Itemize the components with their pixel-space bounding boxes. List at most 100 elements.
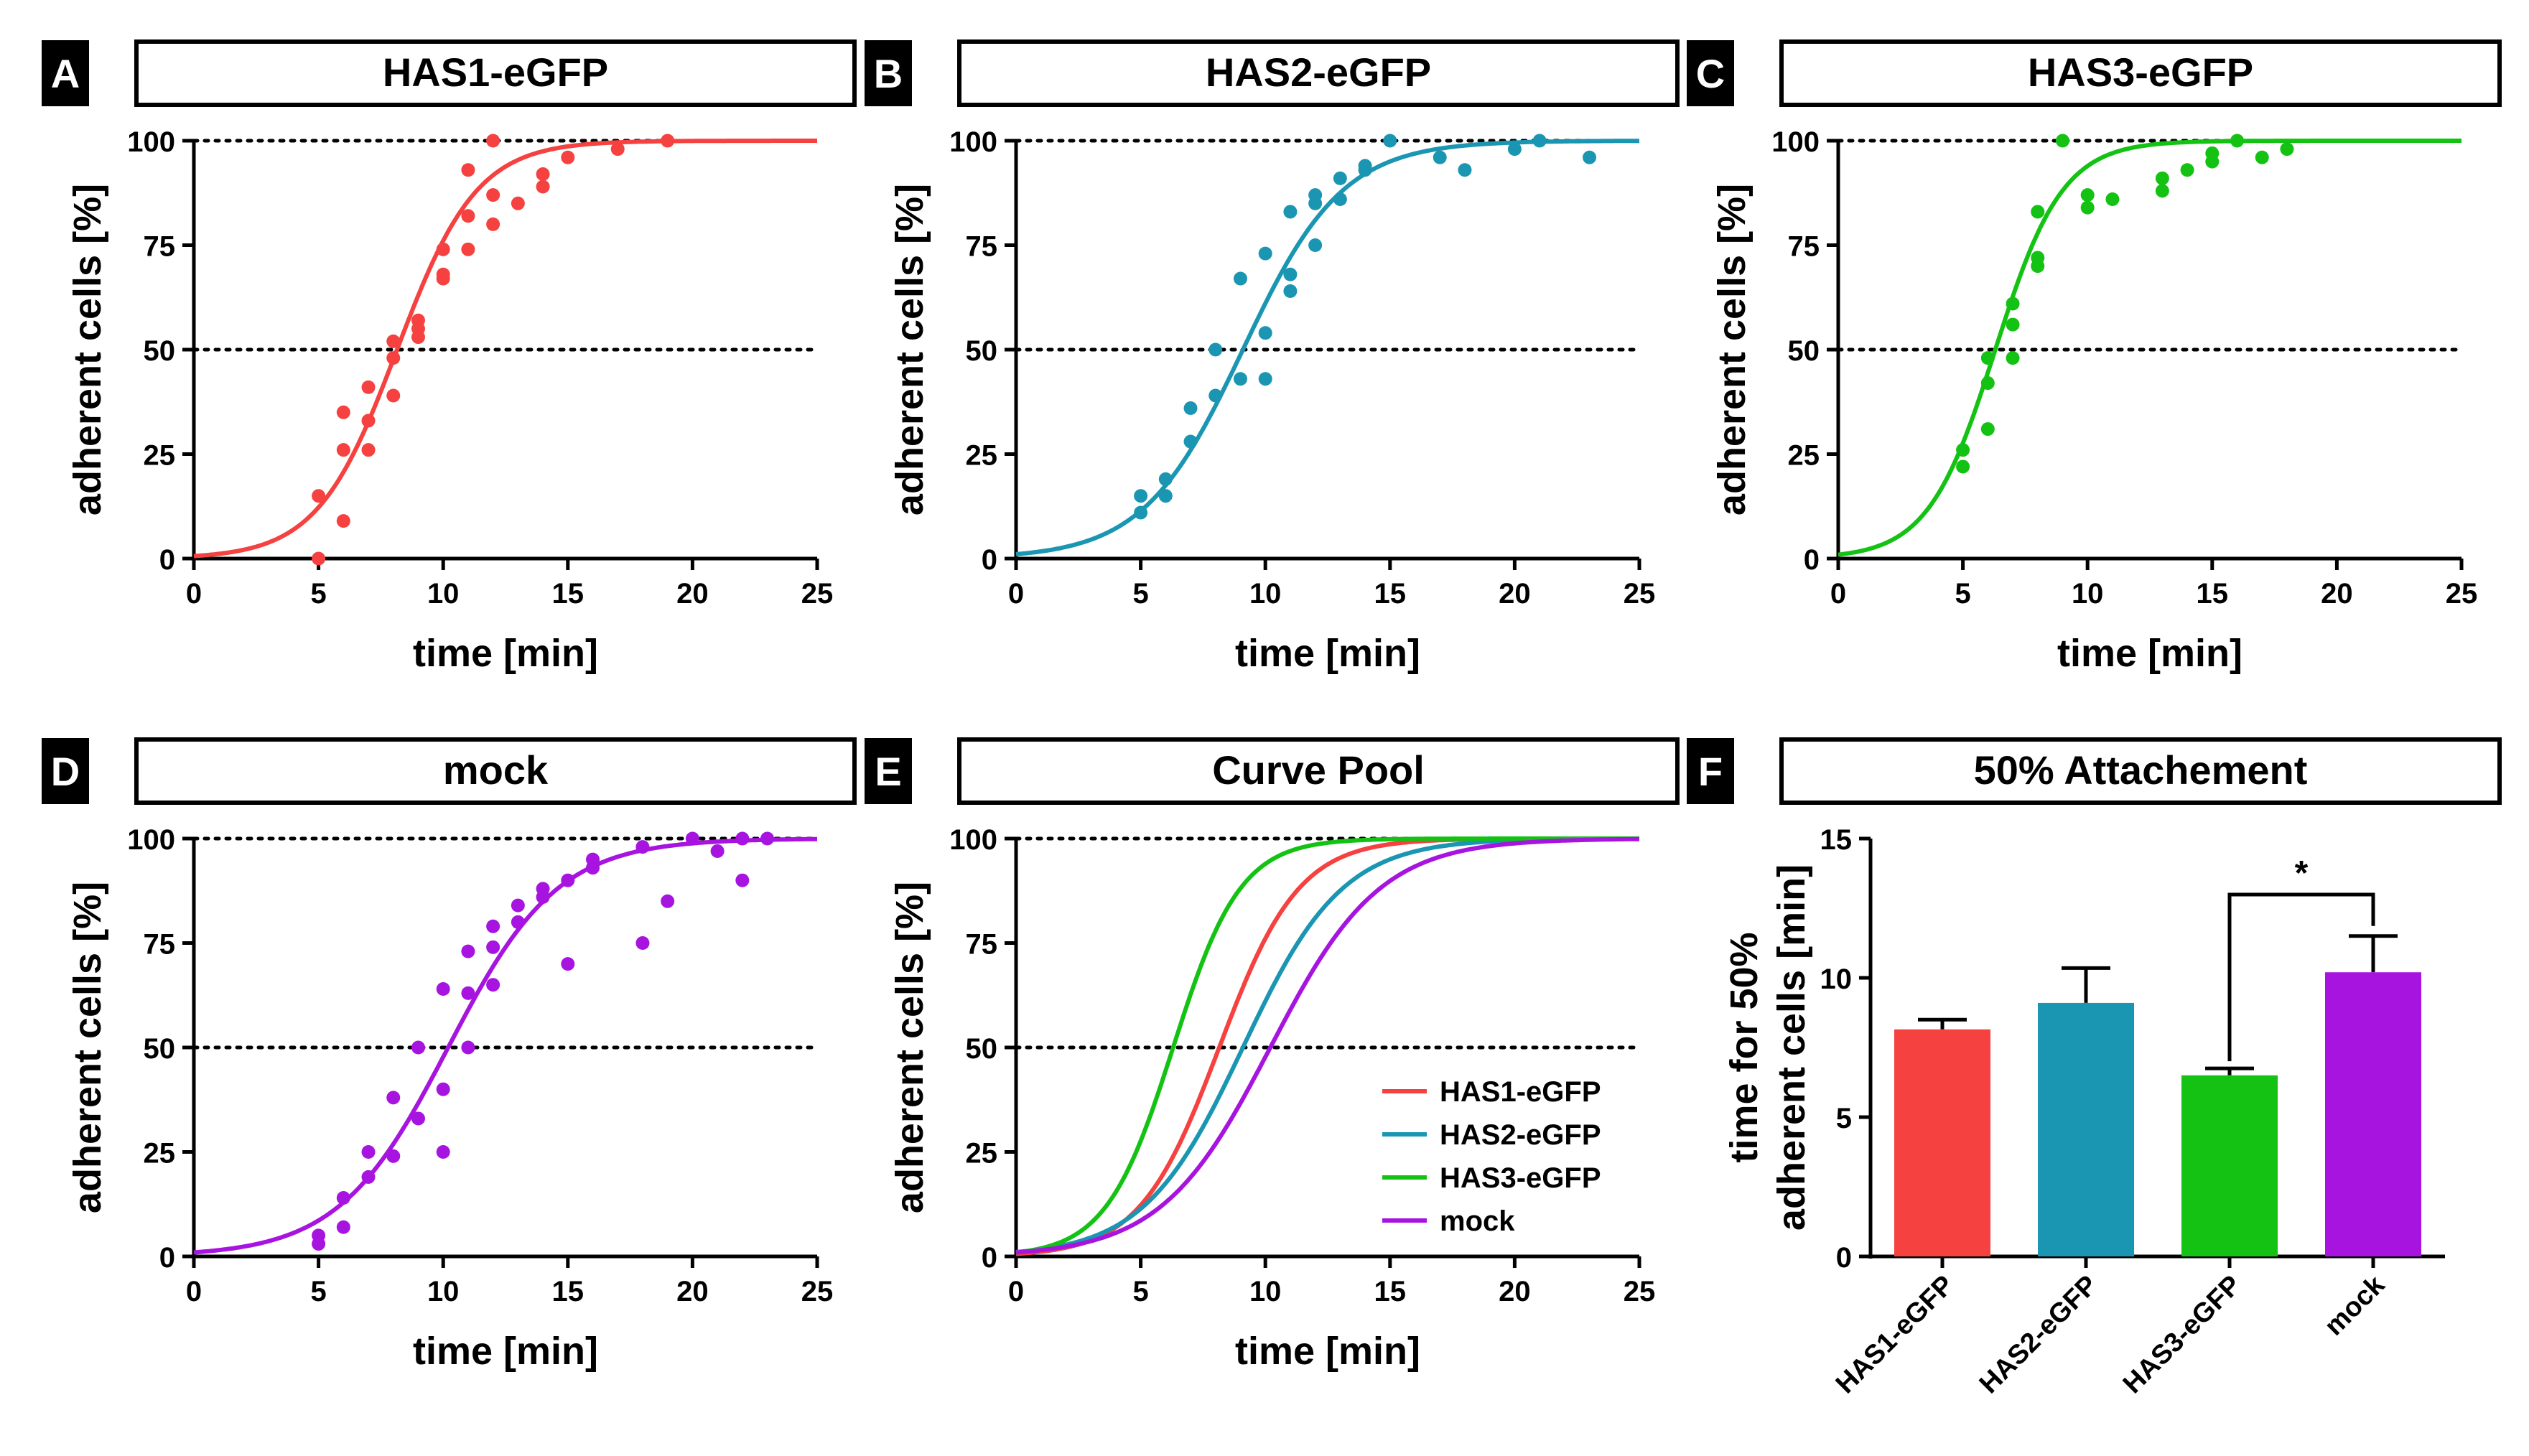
y-tick-label: 75 <box>1788 231 1820 263</box>
panel-letter-box <box>42 40 89 106</box>
data-point <box>336 514 350 528</box>
data-point <box>2006 351 2020 365</box>
legend-label: mock <box>1440 1205 1515 1237</box>
x-tick-label: 10 <box>2072 578 2104 610</box>
panel-title-box <box>957 737 1680 805</box>
y-tick-label: 50 <box>144 1033 176 1065</box>
y-tick-label: 25 <box>144 1138 176 1170</box>
data-point <box>1433 150 1447 164</box>
data-point <box>1308 238 1323 252</box>
y-tick-label: 50 <box>966 335 998 367</box>
x-tick-label: 20 <box>1499 1276 1531 1307</box>
data-point <box>1383 134 1397 148</box>
y-tick-label: 100 <box>1771 126 1820 158</box>
panel-letter: A <box>51 51 80 96</box>
data-point <box>1980 376 1995 391</box>
panel-header-b: B HAS2-eGFP <box>865 39 1680 107</box>
y-axis-label: adherent cells [%] <box>66 882 109 1213</box>
data-point <box>486 217 500 231</box>
panel-header-e: E Curve Pool <box>865 737 1680 805</box>
data-point <box>2080 188 2095 202</box>
data-point <box>486 919 500 933</box>
y-axis-label: adherent cells [%] <box>1710 184 1753 515</box>
panel-letter: F <box>1698 749 1723 794</box>
data-point <box>1183 434 1198 449</box>
data-point <box>511 915 525 929</box>
y-axis-label-line: time for 50% <box>1723 932 1766 1162</box>
y-axis-label-line: adherent cells [min] <box>1770 864 1813 1231</box>
panel-letter-box <box>1687 40 1734 106</box>
y-tick-label: 0 <box>159 544 175 576</box>
data-point <box>461 242 475 256</box>
y-tick-label: 100 <box>127 824 175 856</box>
y-tick-label: 100 <box>949 824 997 856</box>
data-point <box>586 861 600 875</box>
data-point <box>436 1145 450 1159</box>
chart-panel-b: 0 25 50 75 100 0 5 10 15 20 25 time [min] adherent c… <box>888 126 1655 675</box>
x-tick-label: mock <box>2319 1269 2391 1342</box>
data-point <box>1208 388 1223 403</box>
significance-bracket <box>2227 892 2375 1062</box>
panel-letter-box <box>865 738 912 804</box>
data-point <box>536 167 550 182</box>
x-tick-label: 10 <box>427 1276 460 1307</box>
x-tick-label: 25 <box>801 578 834 610</box>
data-point <box>411 1040 425 1055</box>
x-tick-label: 15 <box>1374 1276 1407 1307</box>
data-point <box>2080 200 2095 215</box>
chart-panel-c: 0 25 50 75 100 0 5 10 15 20 25 time [min] adherent c… <box>1710 126 2477 675</box>
data-point <box>735 873 750 887</box>
data-point <box>1233 372 1247 386</box>
data-point <box>461 1040 475 1055</box>
data-point <box>710 844 725 858</box>
data-point <box>1283 284 1298 299</box>
panel-title-box <box>134 737 857 805</box>
data-point <box>2006 317 2020 332</box>
data-point <box>2280 142 2294 157</box>
data-point <box>2155 184 2169 198</box>
data-point <box>486 978 500 992</box>
x-tick-label: 15 <box>552 1276 584 1307</box>
x-tick-label: 10 <box>427 578 460 610</box>
data-point <box>1333 192 1347 206</box>
data-point <box>312 1237 326 1251</box>
data-point <box>1333 171 1347 185</box>
data-point <box>2205 154 2220 169</box>
data-point <box>1183 401 1198 415</box>
y-tick-label: 15 <box>1820 824 1853 856</box>
panel-header-a: A HAS1-eGFP <box>42 39 857 107</box>
data-point <box>436 271 450 286</box>
bar-has1-egfp <box>1894 1029 1990 1256</box>
y-tick-label: 0 <box>982 1242 997 1274</box>
panel-header-c: C HAS3-eGFP <box>1687 39 2502 107</box>
y-tick-label: 25 <box>1788 440 1820 472</box>
x-tick-label: 5 <box>1132 578 1148 610</box>
y-tick-label: 0 <box>1804 544 1820 576</box>
data-point <box>312 551 326 566</box>
x-tick-label: 0 <box>1008 578 1024 610</box>
data-point <box>511 898 525 913</box>
data-point <box>361 443 376 457</box>
data-point <box>336 1191 350 1205</box>
x-axis-label: time [min] <box>2057 632 2242 675</box>
data-point <box>2031 259 2045 274</box>
x-tick-label: 25 <box>801 1276 834 1307</box>
data-point <box>361 1170 376 1184</box>
y-tick-label: 10 <box>1820 963 1853 995</box>
x-tick-label: 20 <box>2321 578 2353 610</box>
x-tick-label: 5 <box>310 578 326 610</box>
data-point <box>561 150 575 164</box>
data-point <box>1134 489 1148 503</box>
y-axis-label: adherent cells [%] <box>888 882 931 1213</box>
data-point <box>361 380 376 394</box>
y-tick-label: 25 <box>144 440 176 472</box>
data-point <box>461 986 475 1000</box>
y-axis-label: adherent cells [%] <box>888 184 931 515</box>
bar-has3-egfp <box>2181 1075 2278 1256</box>
fit-curve-mock <box>1015 836 1639 1255</box>
x-tick-label: 0 <box>186 1276 202 1307</box>
fit-curve-mock <box>193 836 817 1255</box>
data-point <box>1283 205 1298 219</box>
fit-curve-has3-egfp <box>1838 139 2462 557</box>
x-axis-label: time [min] <box>1235 632 1420 675</box>
